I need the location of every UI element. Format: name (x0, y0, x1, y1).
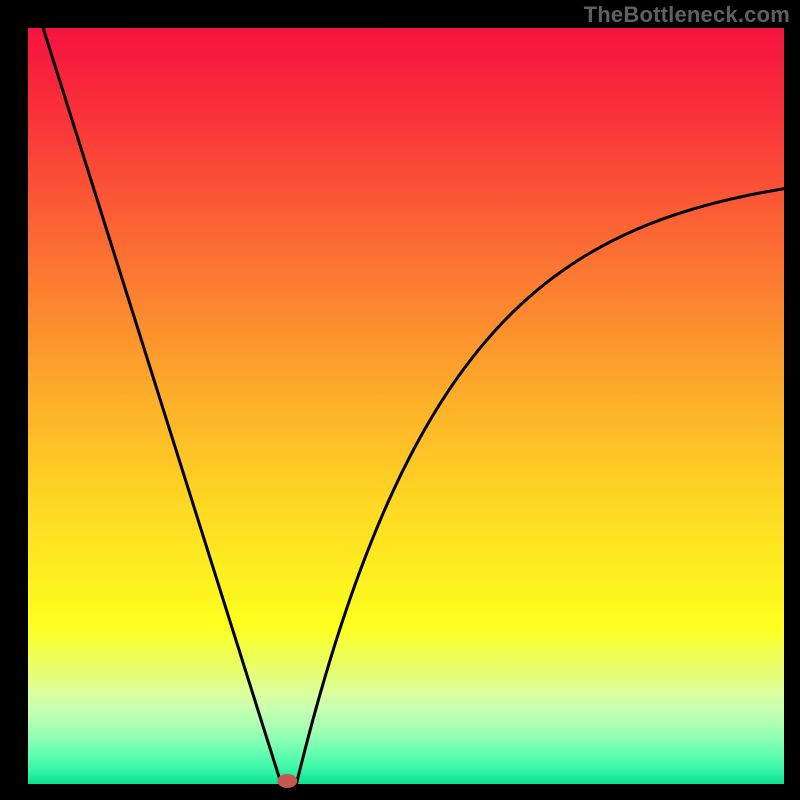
watermark-text: TheBottleneck.com (584, 2, 790, 28)
bottleneck-marker (277, 774, 297, 788)
chart-container: TheBottleneck.com (0, 0, 800, 800)
bottleneck-plot (0, 0, 800, 800)
plot-background (28, 28, 784, 784)
